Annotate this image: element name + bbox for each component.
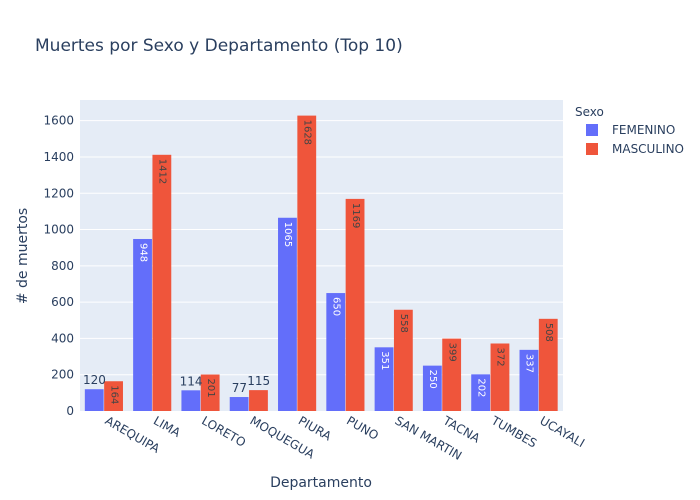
data-label: 508 xyxy=(543,323,554,342)
data-label: 372 xyxy=(495,348,506,367)
x-tick-label: UCAYALI xyxy=(537,413,587,450)
bar-masculino[interactable] xyxy=(442,338,462,411)
bar-masculino[interactable] xyxy=(345,198,365,411)
data-label: 201 xyxy=(205,379,216,398)
x-tick-label: LORETO xyxy=(199,413,248,449)
data-label: 1065 xyxy=(282,222,293,247)
bar-masculino[interactable] xyxy=(200,374,220,411)
data-label: 650 xyxy=(330,297,341,316)
bar-masculino[interactable] xyxy=(152,154,172,411)
x-tick-label: LIMA xyxy=(151,413,184,440)
x-tick-label: PIURA xyxy=(296,413,335,443)
legend-swatch[interactable] xyxy=(586,124,598,136)
bar-femenino[interactable] xyxy=(471,374,491,411)
y-tick-label: 1200 xyxy=(43,186,74,200)
x-tick-label: PUNO xyxy=(344,413,381,442)
bars xyxy=(84,115,558,411)
bar-femenino[interactable] xyxy=(133,238,152,411)
bar-masculino[interactable] xyxy=(104,381,123,411)
bar-masculino[interactable] xyxy=(393,309,413,411)
y-axis-ticks: 0 200 400 600 800 1000 1200 1400 1600 xyxy=(43,114,74,418)
data-label: 399 xyxy=(446,343,457,362)
data-label: 1169 xyxy=(350,203,361,228)
y-tick-label: 600 xyxy=(51,295,74,309)
data-label: 115 xyxy=(247,374,270,388)
data-label: 202 xyxy=(475,378,486,397)
y-tick-label: 1000 xyxy=(43,223,74,237)
bar-masculino[interactable] xyxy=(249,390,268,411)
data-label: 250 xyxy=(427,370,438,389)
y-tick-label: 1400 xyxy=(43,150,74,164)
data-label: 114 xyxy=(180,374,203,388)
bar-femenino[interactable] xyxy=(278,217,297,411)
bar-femenino[interactable] xyxy=(181,390,201,411)
y-tick-label: 800 xyxy=(51,259,74,273)
legend-entry[interactable]: FEMENINO xyxy=(612,123,675,137)
bar-masculino[interactable] xyxy=(490,343,510,411)
data-label: 77 xyxy=(232,381,247,395)
bar-femenino[interactable] xyxy=(519,349,539,411)
y-axis-title: # de muertos xyxy=(15,208,31,304)
y-tick-label: 200 xyxy=(51,368,74,382)
bar-femenino[interactable] xyxy=(229,397,249,411)
data-label: 164 xyxy=(108,385,119,404)
data-label: 351 xyxy=(379,351,390,370)
data-label: 120 xyxy=(83,373,106,387)
data-label: 948 xyxy=(137,243,148,262)
x-tick-label: TUMBES xyxy=(488,413,539,451)
data-label: 558 xyxy=(398,314,409,333)
y-tick-label: 400 xyxy=(51,331,74,345)
bar-femenino[interactable] xyxy=(326,293,346,411)
bar-masculino[interactable] xyxy=(538,318,558,411)
legend[interactable]: Sexo FEMENINO MASCULINO xyxy=(575,105,684,156)
chart-title: Muertes por Sexo y Departamento (Top 10) xyxy=(35,36,403,56)
bar-femenino[interactable] xyxy=(422,365,442,411)
y-tick-label: 0 xyxy=(66,404,74,418)
legend-entry[interactable]: MASCULINO xyxy=(612,142,684,156)
bar-masculino[interactable] xyxy=(297,115,317,411)
data-label: 337 xyxy=(524,354,535,373)
x-axis-title: Departamento xyxy=(270,475,372,491)
data-label: 1412 xyxy=(157,159,168,184)
bar-femenino[interactable] xyxy=(84,389,104,411)
legend-title: Sexo xyxy=(575,105,604,119)
data-label: 1628 xyxy=(302,120,313,145)
legend-swatch[interactable] xyxy=(586,143,598,155)
bar-femenino[interactable] xyxy=(374,347,394,411)
y-tick-label: 1600 xyxy=(43,114,74,128)
